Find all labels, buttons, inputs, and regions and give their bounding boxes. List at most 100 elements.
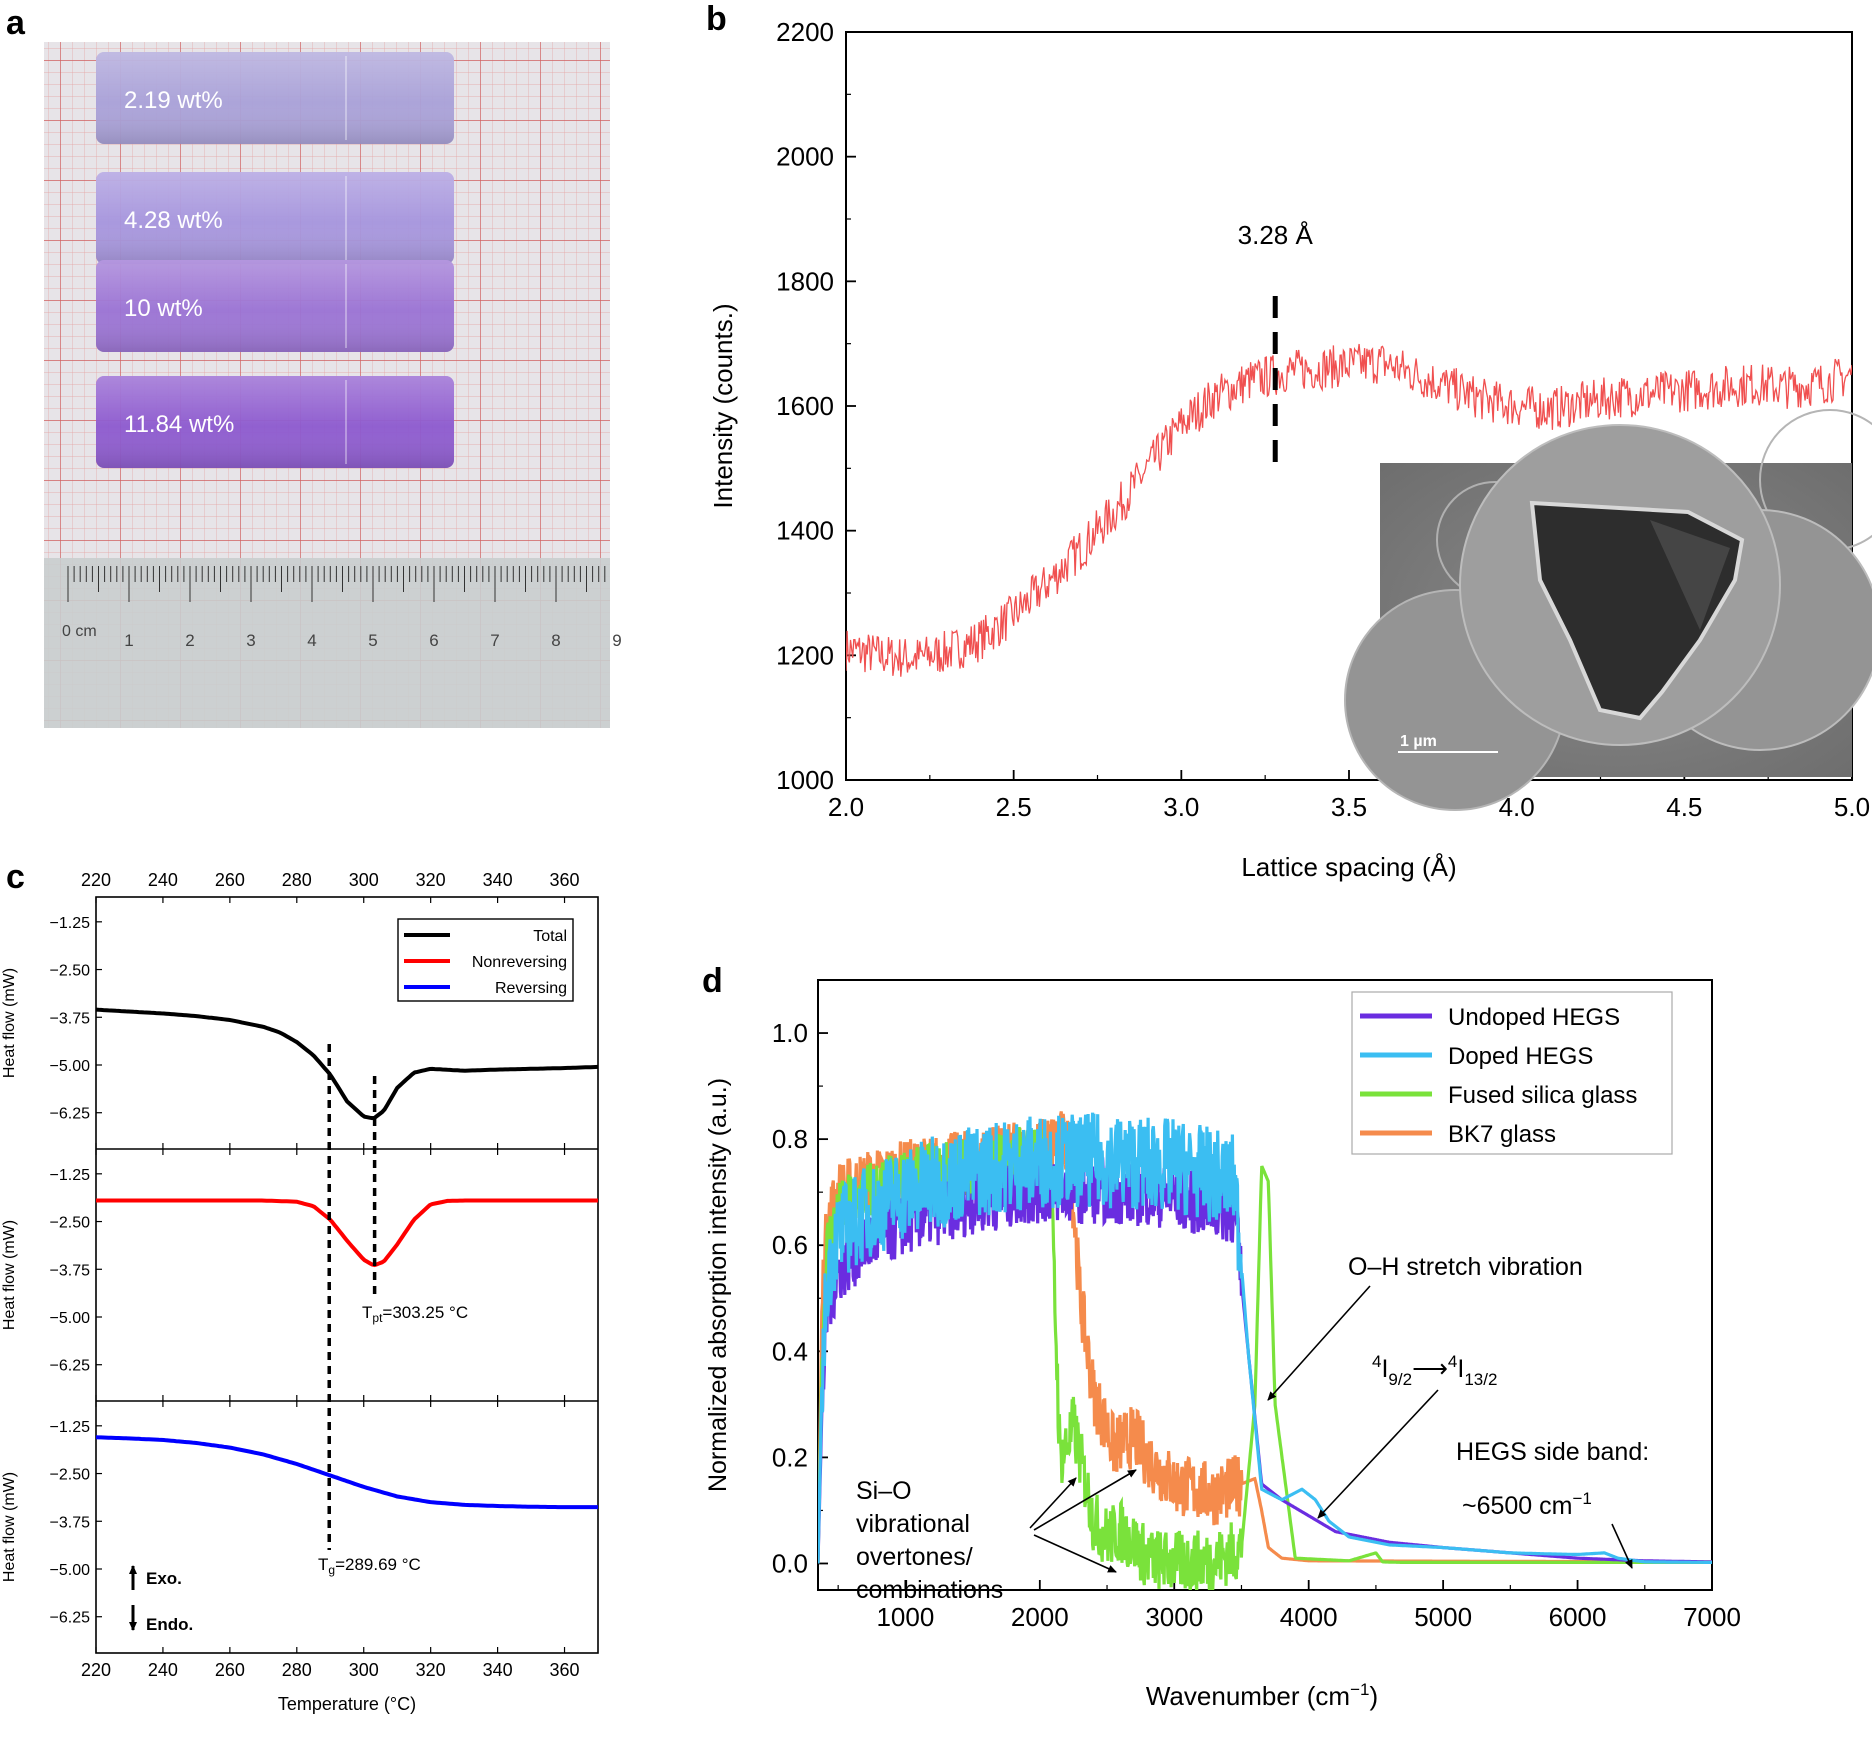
chart-d-series-line [818, 1112, 1712, 1564]
chart-c-xtick-label-top: 320 [416, 870, 446, 890]
chart-c-xtick-label-top: 340 [483, 870, 513, 890]
chart-b-ytick-label: 2200 [776, 17, 834, 47]
chart-c-ytick-label: −3.75 [50, 1262, 91, 1279]
sio-arrow-1 [1029, 1477, 1077, 1529]
chart-c-xtick-label: 240 [148, 1660, 178, 1680]
chart-b-series-line [846, 343, 1852, 677]
sideband-arrow [1611, 1523, 1633, 1569]
chart-d-ytick-label: 0.4 [772, 1336, 808, 1366]
chart-d-xtick-label: 7000 [1683, 1602, 1741, 1632]
chart-c: 220 220 240 240 260 260 280 280 300 300 320 320 340 3… [1, 870, 599, 1714]
legend-label: Total [533, 928, 567, 945]
panel-c-label: c [6, 858, 25, 896]
chart-b-ytick-label: 1600 [776, 391, 834, 421]
chart-c-ytick-label: −3.75 [50, 1514, 91, 1531]
chart-c-xtick-label-top: 220 [81, 870, 111, 890]
chart-d-xtick-label: 6000 [1549, 1602, 1607, 1632]
chart-c-ytick-label: −1.25 [50, 1167, 91, 1184]
tem-scale-label: 1 µm [1400, 733, 1437, 750]
oh-arrow [1267, 1285, 1371, 1401]
sample-bar-shading [96, 172, 454, 264]
chart-c-xlabel: Temperature (°C) [278, 1694, 416, 1714]
panel-a-label: a [6, 4, 26, 42]
sample-bar-shading [96, 376, 454, 468]
tpt-annotation: Tpt=303.25 °C [362, 1303, 468, 1325]
panel-b-label: b [706, 0, 727, 38]
exo-label: Exo. [146, 1569, 182, 1588]
chart-c-ytick-label: −3.75 [50, 1010, 91, 1027]
legend-label: Fused silica glass [1448, 1082, 1637, 1109]
legend-label: Doped HEGS [1448, 1043, 1593, 1070]
chart-b-ytick-label: 1400 [776, 516, 834, 546]
tg-annotation: Tg=289.69 °C [318, 1555, 421, 1577]
legend-label: Undoped HEGS [1448, 1004, 1620, 1031]
ruler-number: 4 [307, 631, 316, 650]
endo-indicator: Endo. [129, 1605, 193, 1634]
chart-c-ylabel: Heat flow (mW) [1, 968, 18, 1078]
chart-d-ytick-label: 1.0 [772, 1018, 808, 1048]
chart-b-xtick-label: 3.5 [1331, 792, 1367, 822]
er-transition-annotation: 4I9/2⟶4I13/2 [1372, 1352, 1497, 1389]
chart-c-ytick-label: −6.25 [50, 1358, 91, 1375]
ruler-number: 8 [551, 631, 560, 650]
sample-bar-shading [96, 52, 454, 144]
ruler-number: 5 [368, 631, 377, 650]
ruler-number: 9 [612, 631, 621, 650]
chart-d-xtick-label: 5000 [1414, 1602, 1472, 1632]
chart-b-ylabel: Intensity (counts.) [708, 303, 738, 508]
chart-d-ytick-label: 0.6 [772, 1230, 808, 1260]
sideband-line1: HEGS side band: [1456, 1438, 1649, 1466]
ruler-number: 1 [124, 631, 133, 650]
sample-label: 2.19 wt% [124, 87, 223, 114]
chart-c-ytick-label: −6.25 [50, 1106, 91, 1123]
chart-d-ytick-label: 0.0 [772, 1548, 808, 1578]
ruler-number: 6 [429, 631, 438, 650]
legend-label: BK7 glass [1448, 1121, 1556, 1148]
chart-c-series-reversing [96, 1435, 598, 1510]
chart-c-xtick-label-top: 300 [349, 870, 379, 890]
sio-line-3: overtones/ [856, 1543, 973, 1571]
chart-c-xtick-label: 340 [483, 1660, 513, 1680]
chart-c-xtick-label: 220 [81, 1660, 111, 1680]
sample-bars: 2.19 wt% 4.28 wt% 10 wt% 11.84 wt% [96, 52, 454, 468]
chart-d-ytick-label: 0.8 [772, 1124, 808, 1154]
chart-d-legend: Undoped HEGS Doped HEGS Fused silica glass… [1351, 991, 1673, 1155]
sample-label: 4.28 wt% [124, 207, 223, 234]
sio-line-1: Si–O [856, 1477, 912, 1505]
er-arrow [1317, 1389, 1439, 1519]
chart-c-ylabel: Heat flow (mW) [1, 1220, 18, 1330]
chart-c-xtick-label-top: 360 [550, 870, 580, 890]
chart-c-xtick-label: 260 [215, 1660, 245, 1680]
chart-d-xtick-label: 1000 [876, 1602, 934, 1632]
chart-c-xtick-label-top: 240 [148, 870, 178, 890]
ruler-number: 3 [246, 631, 255, 650]
chart-b-ytick-label: 1800 [776, 266, 834, 296]
chart-c-ytick-label: −1.25 [50, 915, 91, 932]
sideband-line2: ~6500 cm−1 [1462, 1489, 1592, 1520]
endo-label: Endo. [146, 1615, 193, 1634]
chart-c-ytick-label: −2.50 [50, 963, 91, 980]
chart-d-ytick-label: 0.2 [772, 1442, 808, 1472]
sample-label: 11.84 wt% [124, 411, 234, 438]
ruler: 1 2 3 4 5 6 7 8 9 0 cm [44, 558, 622, 728]
chart-b-xtick-label: 2.5 [996, 792, 1032, 822]
chart-d-xlabel: Wavenumber (cm−1) [1146, 1680, 1378, 1711]
sio-annotation: Si–O vibrational overtones/ combinations [856, 1477, 1003, 1604]
chart-c-xtick-label: 280 [282, 1660, 312, 1680]
chart-b-xtick-label: 5.0 [1834, 792, 1870, 822]
chart-c-legend: Total Nonreversing Reversing [397, 918, 574, 1002]
chart-c-xtick-label-top: 280 [282, 870, 312, 890]
oh-annotation: O–H stretch vibration [1348, 1253, 1583, 1281]
chart-b-ytick-label: 1200 [776, 640, 834, 670]
chart-d-xtick-label: 3000 [1145, 1602, 1203, 1632]
legend-label: Reversing [495, 980, 567, 997]
tem-inset: 1 µm [1344, 409, 1872, 811]
chart-b-xtick-label: 3.0 [1163, 792, 1199, 822]
chart-c-series-total [96, 1007, 598, 1121]
chart-d-xtick-label: 4000 [1280, 1602, 1338, 1632]
chart-c-ytick-label: −6.25 [50, 1610, 91, 1627]
chart-c-series-nonreversing [96, 1198, 598, 1268]
sample-bar: 2.19 wt% [96, 52, 454, 144]
chart-c-ytick-label: −5.00 [50, 1310, 91, 1327]
